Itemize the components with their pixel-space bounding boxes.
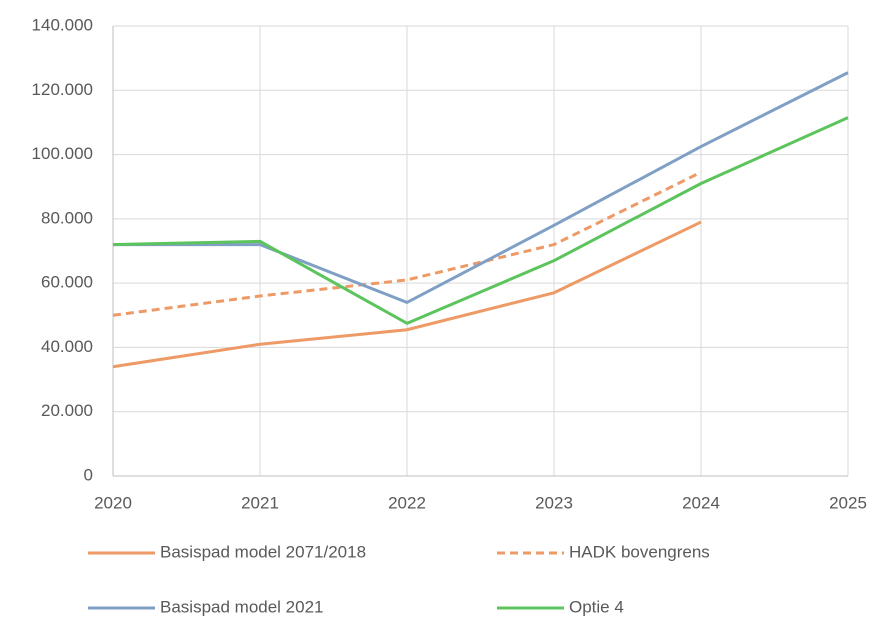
y-tick-label: 100.000	[32, 144, 93, 163]
x-tick-label: 2022	[388, 493, 426, 512]
x-tick-label: 2021	[241, 493, 279, 512]
x-tick-label: 2023	[535, 493, 573, 512]
x-tick-label: 2025	[829, 493, 867, 512]
y-tick-label: 140.000	[32, 15, 93, 34]
legend-label: Basispad model 2021	[160, 597, 324, 616]
y-tick-label: 20.000	[41, 401, 93, 420]
legend-label: HADK bovengrens	[569, 542, 710, 561]
legend-label: Optie 4	[569, 597, 624, 616]
series-line	[113, 71, 849, 304]
y-tick-label: 80.000	[41, 208, 93, 227]
y-tick-label: 60.000	[41, 273, 93, 292]
y-tick-label: 40.000	[41, 337, 93, 356]
series-line	[112, 116, 849, 325]
series-line	[112, 170, 702, 317]
series-line	[112, 220, 702, 369]
legend-label: Basispad model 2071/2018	[160, 542, 366, 561]
y-tick-label: 0	[84, 465, 93, 484]
x-tick-label: 2024	[682, 493, 720, 512]
y-tick-label: 120.000	[32, 80, 93, 99]
x-tick-label: 2020	[94, 493, 132, 512]
